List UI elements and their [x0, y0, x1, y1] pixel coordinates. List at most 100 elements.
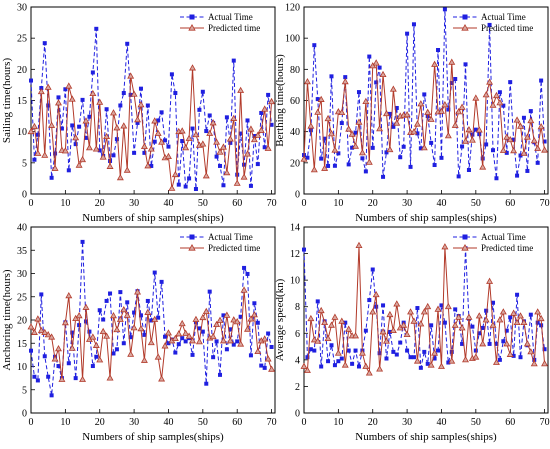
- data-point: [53, 151, 58, 156]
- data-point: [204, 129, 209, 134]
- y-tick-label: 10: [17, 127, 27, 138]
- data-point: [269, 122, 274, 127]
- data-point: [537, 123, 545, 130]
- data-point: [503, 340, 511, 347]
- data-point: [200, 89, 205, 94]
- data-point: [51, 355, 59, 362]
- data-point: [489, 321, 497, 328]
- data-point: [300, 362, 308, 369]
- data-point: [121, 91, 126, 96]
- data-point: [528, 109, 533, 114]
- data-point: [453, 76, 458, 81]
- y-tick-label: 0: [22, 409, 27, 420]
- data-point: [70, 123, 75, 128]
- data-point: [393, 300, 401, 307]
- data-point: [58, 375, 66, 382]
- data-point: [120, 122, 128, 129]
- data-point: [377, 351, 382, 356]
- data-point: [218, 163, 223, 168]
- data-point: [190, 352, 195, 357]
- y-tick-label: 25: [17, 292, 27, 303]
- data-point: [521, 115, 526, 120]
- data-point: [183, 339, 188, 344]
- data-point: [159, 279, 164, 284]
- data-point: [255, 162, 260, 167]
- data-point: [473, 348, 478, 353]
- data-point: [442, 320, 447, 325]
- y-tick-label: 15: [17, 339, 27, 350]
- data-point: [266, 92, 271, 97]
- data-point: [240, 286, 248, 293]
- data-point: [142, 332, 147, 337]
- data-point: [408, 164, 413, 169]
- data-point: [235, 339, 240, 344]
- data-point: [145, 103, 150, 108]
- data-point: [176, 182, 181, 187]
- data-point: [96, 356, 104, 363]
- data-point: [319, 364, 324, 369]
- data-point: [259, 110, 264, 115]
- data-point: [123, 166, 131, 173]
- data-point: [90, 364, 95, 369]
- data-point: [106, 374, 114, 381]
- data-point: [407, 308, 415, 315]
- data-point: [182, 144, 190, 151]
- data-point: [244, 150, 251, 157]
- data-point: [317, 306, 325, 314]
- data-point: [35, 378, 40, 383]
- data-point: [494, 341, 499, 346]
- data-point: [123, 311, 131, 318]
- data-point: [355, 241, 363, 249]
- data-point: [427, 361, 435, 368]
- x-tick-label: 10: [333, 198, 343, 209]
- data-point: [441, 101, 449, 108]
- data-point: [137, 101, 145, 108]
- data-point: [353, 130, 358, 135]
- legend-marker: [461, 23, 469, 31]
- data-point: [386, 310, 394, 318]
- data-point: [44, 331, 52, 338]
- data-point: [230, 114, 238, 121]
- data-point: [68, 344, 76, 351]
- y-tick-label: 10: [290, 276, 300, 287]
- data-point: [501, 103, 506, 108]
- data-point: [362, 97, 370, 104]
- data-point: [486, 277, 494, 284]
- data-point: [451, 321, 459, 328]
- data-point: [420, 308, 428, 315]
- y-tick-label: 30: [17, 269, 27, 280]
- data-point: [462, 356, 470, 363]
- legend-label: Predicted time: [208, 23, 260, 33]
- data-point: [152, 270, 157, 275]
- data-point: [386, 145, 394, 153]
- data-point: [65, 292, 73, 299]
- data-point: [32, 374, 37, 379]
- data-point: [230, 316, 238, 323]
- data-point: [259, 363, 264, 368]
- data-point: [213, 138, 221, 145]
- data-point: [171, 334, 179, 342]
- data-point: [379, 70, 387, 78]
- data-point: [108, 291, 113, 296]
- data-point: [30, 328, 38, 335]
- data-point: [496, 99, 504, 106]
- data-point: [34, 149, 42, 156]
- data-point: [497, 90, 502, 95]
- data-point: [384, 150, 389, 155]
- data-point: [111, 351, 116, 356]
- data-point: [517, 312, 524, 319]
- data-point: [503, 133, 511, 140]
- data-point: [257, 126, 265, 133]
- data-point: [140, 142, 148, 150]
- y-axis-label: Anchoring time(hours): [1, 269, 13, 370]
- data-point: [63, 87, 68, 92]
- data-point: [537, 314, 545, 322]
- data-point: [331, 313, 339, 320]
- data-point: [465, 125, 473, 133]
- data-point: [376, 365, 384, 372]
- data-point: [159, 110, 164, 115]
- chart-panel-berthing: 0 10 20 30 40 50 60 70 0 20 40 60 80 100 120 Numbers of…: [274, 3, 550, 225]
- x-tick-label: 10: [60, 198, 70, 209]
- data-point: [29, 78, 33, 83]
